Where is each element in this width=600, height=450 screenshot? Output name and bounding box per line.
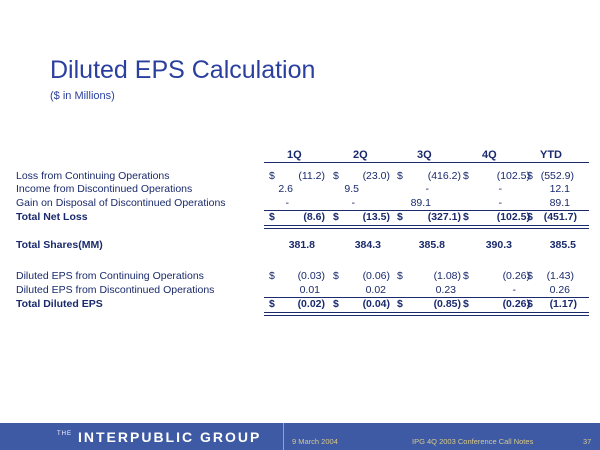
footer-logo-brand: INTERPUBLIC GROUP bbox=[78, 429, 262, 445]
column-header-4q: 4Q bbox=[482, 149, 497, 161]
column-header-2q: 2Q bbox=[353, 149, 368, 161]
dollar-sign: $ bbox=[463, 298, 469, 310]
value-4q: - bbox=[498, 183, 503, 195]
value-ytd: 385.5 bbox=[549, 239, 576, 251]
row-label: Income from Discontinued Operations bbox=[16, 183, 193, 195]
dollar-sign: $ bbox=[397, 298, 403, 310]
row-label: Loss from Continuing Operations bbox=[16, 170, 170, 182]
subtotal-line bbox=[264, 210, 589, 211]
value-2q: 0.02 bbox=[365, 284, 386, 296]
footer-page-number: 37 bbox=[583, 437, 592, 446]
value-2q: - bbox=[351, 197, 356, 209]
table-row-total-net-loss: Total Net Loss $ (8.6) $ (13.5) $ (327.1… bbox=[0, 210, 600, 229]
value-3q: 385.8 bbox=[418, 239, 445, 251]
table-row-eps-discontinued: Diluted EPS from Discontinued Operations… bbox=[0, 284, 600, 298]
column-header-ytd: YTD bbox=[540, 149, 562, 161]
dollar-sign: $ bbox=[463, 211, 469, 223]
footer-logo-the: THE bbox=[57, 431, 72, 437]
table-row-income-discontinued: Income from Discontinued Operations 2.6 … bbox=[0, 183, 600, 197]
value-4q: (102.5) bbox=[496, 211, 530, 223]
value-3q: 89.1 bbox=[410, 197, 431, 209]
value-4q: - bbox=[512, 284, 517, 296]
value-ytd: 12.1 bbox=[549, 183, 570, 195]
value-ytd: 0.26 bbox=[549, 284, 570, 296]
value-1q: 0.01 bbox=[299, 284, 320, 296]
dollar-sign: $ bbox=[397, 170, 403, 182]
dollar-sign: $ bbox=[333, 170, 339, 182]
dollar-sign: $ bbox=[397, 211, 403, 223]
dollar-sign: $ bbox=[527, 270, 533, 282]
value-4q: (0.26) bbox=[502, 298, 530, 310]
dollar-sign: $ bbox=[333, 270, 339, 282]
value-1q: (8.6) bbox=[303, 211, 325, 223]
value-2q: (0.06) bbox=[362, 270, 390, 282]
value-1q: - bbox=[285, 197, 290, 209]
footer-bar: THE INTERPUBLIC GROUP 9 March 2004 IPG 4… bbox=[0, 423, 600, 450]
value-4q: - bbox=[498, 197, 503, 209]
footer-divider bbox=[283, 423, 284, 450]
dollar-sign: $ bbox=[269, 170, 275, 182]
dollar-sign: $ bbox=[333, 211, 339, 223]
row-label: Gain on Disposal of Discontinued Operati… bbox=[16, 197, 226, 209]
value-3q: (416.2) bbox=[427, 170, 461, 182]
value-3q: (0.85) bbox=[433, 298, 461, 310]
row-label: Total Diluted EPS bbox=[16, 298, 103, 310]
dollar-sign: $ bbox=[269, 270, 275, 282]
value-ytd: (451.7) bbox=[543, 211, 577, 223]
value-1q: 381.8 bbox=[288, 239, 315, 251]
column-header-1q: 1Q bbox=[287, 149, 302, 161]
header-underline bbox=[264, 162, 589, 163]
value-1q: (11.2) bbox=[298, 170, 325, 182]
dollar-sign: $ bbox=[269, 298, 275, 310]
page-title: Diluted EPS Calculation bbox=[50, 56, 316, 84]
value-4q: (102.5) bbox=[496, 170, 530, 182]
dollar-sign: $ bbox=[527, 170, 533, 182]
value-2q: (13.5) bbox=[362, 211, 390, 223]
column-header-3q: 3Q bbox=[417, 149, 432, 161]
dollar-sign: $ bbox=[463, 270, 469, 282]
value-ytd: (1.17) bbox=[549, 298, 577, 310]
dollar-sign: $ bbox=[269, 211, 275, 223]
row-label: Total Shares(MM) bbox=[16, 239, 103, 251]
value-2q: 384.3 bbox=[354, 239, 381, 251]
value-1q: (0.03) bbox=[297, 270, 325, 282]
dollar-sign: $ bbox=[397, 270, 403, 282]
total-double-line bbox=[264, 312, 589, 316]
value-3q: (1.08) bbox=[433, 270, 461, 282]
value-ytd: (552.9) bbox=[540, 170, 574, 182]
row-label: Total Net Loss bbox=[16, 211, 88, 223]
value-4q: (0.26) bbox=[502, 270, 530, 282]
value-1q: (0.02) bbox=[297, 298, 325, 310]
value-2q: 9.5 bbox=[344, 183, 359, 195]
subtotal-line bbox=[264, 297, 589, 298]
value-2q: (0.04) bbox=[362, 298, 390, 310]
total-double-line bbox=[264, 225, 589, 229]
value-ytd: (1.43) bbox=[546, 270, 574, 282]
footer-date: 9 March 2004 bbox=[292, 437, 338, 446]
value-ytd: 89.1 bbox=[549, 197, 570, 209]
table-row-total-diluted-eps: Total Diluted EPS $ (0.02) $ (0.04) $ (0… bbox=[0, 297, 600, 316]
value-3q: (327.1) bbox=[427, 211, 461, 223]
dollar-sign: $ bbox=[463, 170, 469, 182]
value-2q: (23.0) bbox=[362, 170, 390, 182]
table-row-loss-continuing: Loss from Continuing Operations $ (11.2)… bbox=[0, 170, 600, 184]
value-3q: 0.23 bbox=[435, 284, 456, 296]
footer-conference-title: IPG 4Q 2003 Conference Call Notes bbox=[412, 437, 534, 446]
value-4q: 390.3 bbox=[485, 239, 512, 251]
dollar-sign: $ bbox=[333, 298, 339, 310]
table-row-gain-disposal: Gain on Disposal of Discontinued Operati… bbox=[0, 197, 600, 211]
table-row-total-shares: Total Shares(MM) 381.8 384.3 385.8 390.3… bbox=[0, 239, 600, 253]
dollar-sign: $ bbox=[527, 211, 533, 223]
table-row-eps-continuing: Diluted EPS from Continuing Operations $… bbox=[0, 270, 600, 284]
row-label: Diluted EPS from Continuing Operations bbox=[16, 270, 204, 282]
page-subtitle: ($ in Millions) bbox=[50, 90, 115, 102]
dollar-sign: $ bbox=[527, 298, 533, 310]
value-3q: - bbox=[425, 183, 430, 195]
value-1q: 2.6 bbox=[278, 183, 293, 195]
row-label: Diluted EPS from Discontinued Operations bbox=[16, 284, 215, 296]
